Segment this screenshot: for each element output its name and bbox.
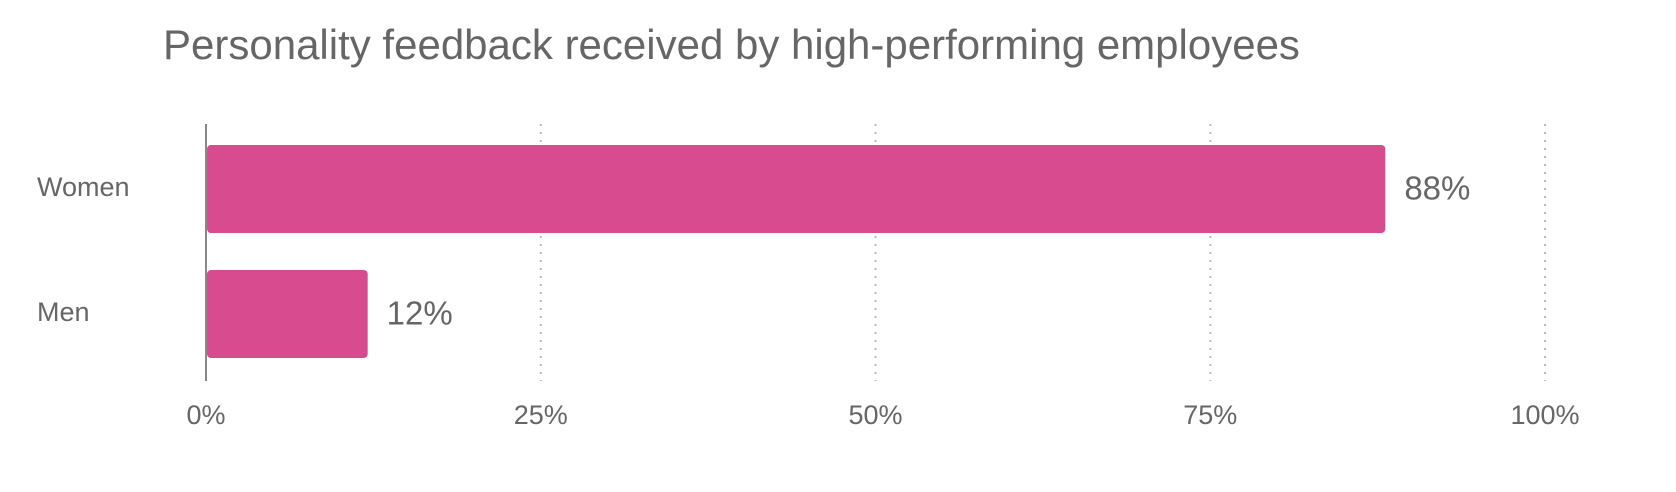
x-tick-label: 75% bbox=[1183, 400, 1237, 430]
x-tick-label: 0% bbox=[186, 400, 225, 430]
x-tick-label: 100% bbox=[1510, 400, 1579, 430]
y-tick-label: Men bbox=[37, 297, 90, 327]
bar bbox=[207, 270, 368, 358]
bar bbox=[207, 145, 1386, 233]
y-tick-label: Women bbox=[37, 172, 130, 202]
x-tick-label: 50% bbox=[848, 400, 902, 430]
x-tick-label: 25% bbox=[514, 400, 568, 430]
data-label: 88% bbox=[1404, 170, 1470, 207]
chart-title: Personality feedback received by high-pe… bbox=[163, 21, 1300, 68]
data-label: 12% bbox=[387, 295, 453, 332]
